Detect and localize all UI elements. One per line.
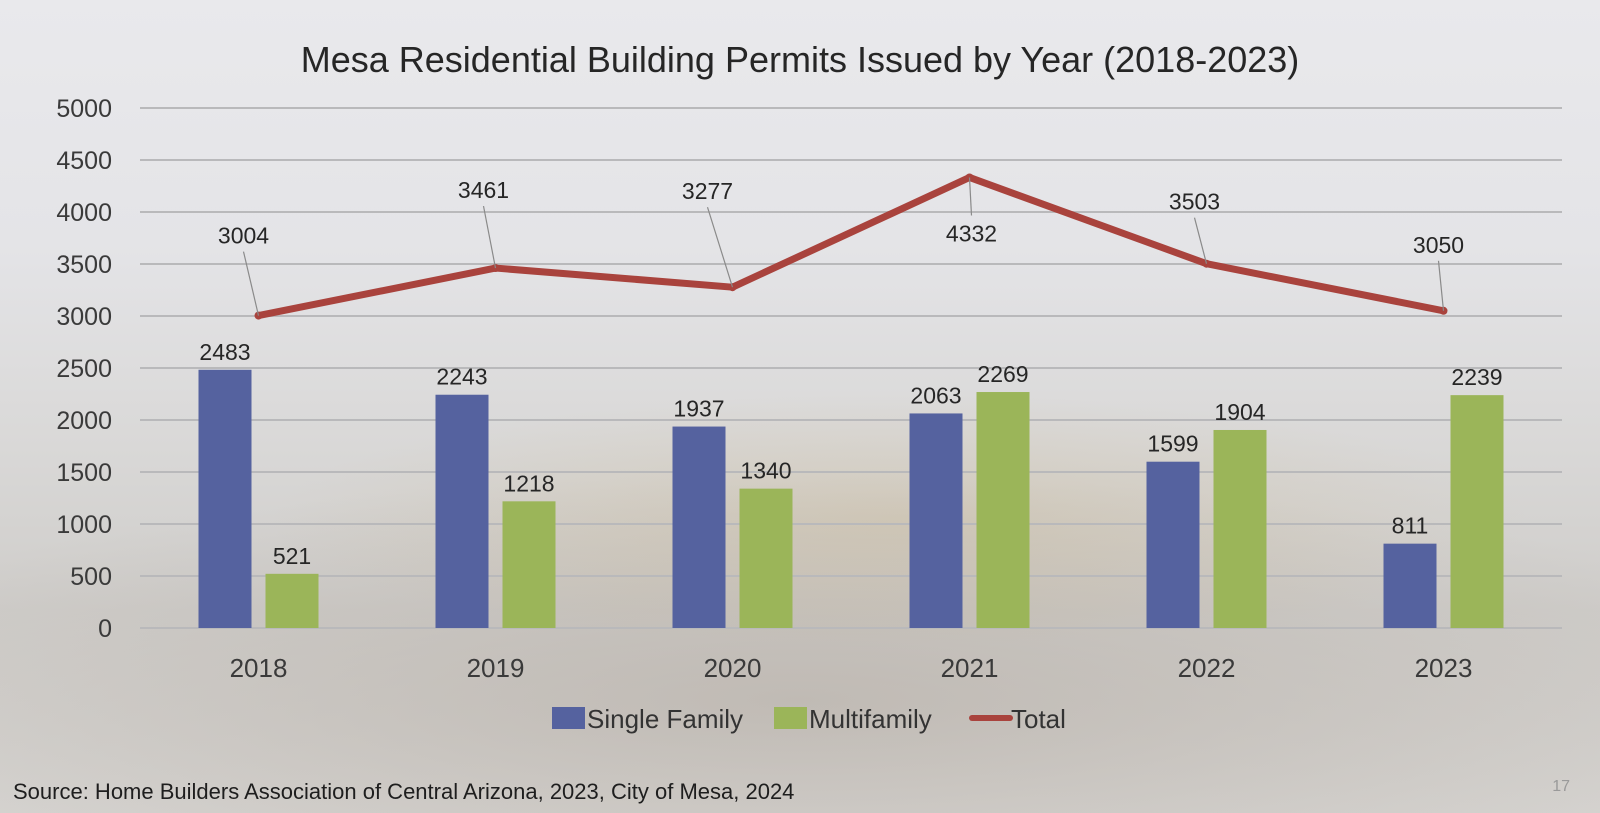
bar-multifamily-2023 bbox=[1450, 395, 1504, 628]
data-label-multifamily-2021: 2269 bbox=[977, 361, 1028, 387]
bar-single-family-2019 bbox=[435, 394, 489, 628]
data-label-single-family-2023: 811 bbox=[1392, 513, 1429, 539]
legend-label-multifamily: Multifamily bbox=[809, 704, 932, 734]
bar-multifamily-2019 bbox=[502, 501, 556, 628]
y-tick-label: 2000 bbox=[56, 407, 112, 435]
bar-single-family-2021 bbox=[909, 413, 963, 628]
data-label-single-family-2022: 1599 bbox=[1147, 431, 1198, 457]
legend-label-single-family: Single Family bbox=[587, 704, 743, 734]
y-tick-label: 4500 bbox=[56, 147, 112, 175]
gridlines bbox=[140, 107, 1562, 629]
x-tick-label-2018: 2018 bbox=[230, 653, 288, 683]
leader-total-2022 bbox=[1193, 217, 1208, 264]
x-tick-label-2023: 2023 bbox=[1415, 653, 1473, 683]
bar-multifamily-2021 bbox=[976, 392, 1030, 628]
bar-multifamily-2018 bbox=[265, 573, 319, 628]
x-axis-ticks: 2018 2019 2020 2021 2022 2023 bbox=[230, 653, 1473, 683]
page-number: 17 bbox=[1552, 778, 1570, 795]
y-tick-label: 4000 bbox=[56, 199, 112, 227]
leader-total-2021 bbox=[968, 177, 973, 216]
data-label-multifamily-2023: 2239 bbox=[1451, 364, 1502, 390]
data-label-total-2023: 3050 bbox=[1413, 232, 1464, 258]
x-tick-label-2019: 2019 bbox=[467, 653, 525, 683]
data-label-total-2020: 3277 bbox=[682, 178, 733, 204]
data-label-single-family-2020: 1937 bbox=[673, 396, 724, 422]
data-label-single-family-2021: 2063 bbox=[910, 382, 961, 408]
y-axis-ticks: 0 500 1000 1500 2000 2500 3000 3500 4000 4500 5000 bbox=[56, 95, 112, 643]
y-tick-label: 5000 bbox=[56, 95, 112, 123]
legend-swatch-multifamily bbox=[774, 707, 807, 729]
y-tick-label: 1500 bbox=[56, 459, 112, 487]
chart-title: Mesa Residential Building Permits Issued… bbox=[301, 39, 1300, 80]
bar-single-family-2022 bbox=[1146, 461, 1200, 628]
legend-label-total: Total bbox=[1011, 704, 1066, 734]
bars bbox=[198, 369, 1504, 628]
x-tick-label-2022: 2022 bbox=[1178, 653, 1236, 683]
y-tick-label: 500 bbox=[70, 563, 112, 591]
data-label-multifamily-2022: 1904 bbox=[1214, 399, 1265, 425]
leader-total-2018 bbox=[242, 251, 260, 316]
line-total bbox=[255, 173, 1447, 320]
data-label-total-2019: 3461 bbox=[458, 177, 509, 203]
legend-swatch-single-family bbox=[552, 707, 585, 729]
y-tick-label: 3000 bbox=[56, 303, 112, 331]
y-tick-label: 2500 bbox=[56, 355, 112, 383]
x-tick-label-2020: 2020 bbox=[704, 653, 762, 683]
data-label-multifamily-2019: 1218 bbox=[503, 470, 554, 496]
data-label-multifamily-2020: 1340 bbox=[740, 458, 791, 484]
x-tick-label-2021: 2021 bbox=[941, 653, 999, 683]
data-label-total-2021: 4332 bbox=[946, 220, 997, 246]
data-label-total-2018: 3004 bbox=[218, 223, 269, 249]
leader-total-2023 bbox=[1437, 260, 1445, 311]
data-label-multifamily-2018: 521 bbox=[273, 543, 311, 569]
data-label-single-family-2018: 2483 bbox=[199, 339, 250, 365]
y-tick-label: 3500 bbox=[56, 251, 112, 279]
source-note: Source: Home Builders Association of Cen… bbox=[13, 779, 795, 804]
total-line bbox=[254, 173, 1448, 320]
data-labels: 2483 521 2243 1218 1937 1340 2063 2269 1599 1904 8… bbox=[199, 177, 1502, 569]
data-label-single-family-2019: 2243 bbox=[436, 364, 487, 390]
y-tick-label: 0 bbox=[98, 615, 112, 643]
bar-single-family-2020 bbox=[672, 426, 726, 628]
bar-single-family-2018 bbox=[198, 369, 252, 628]
bar-multifamily-2022 bbox=[1213, 429, 1267, 628]
leader-total-2019 bbox=[482, 205, 497, 269]
legend: Single Family Multifamily Total bbox=[552, 704, 1066, 734]
leader-total-2020 bbox=[706, 207, 734, 288]
y-tick-label: 1000 bbox=[56, 511, 112, 539]
data-label-total-2022: 3503 bbox=[1169, 189, 1220, 215]
bar-single-family-2023 bbox=[1383, 543, 1437, 628]
bar-multifamily-2020 bbox=[739, 488, 793, 628]
